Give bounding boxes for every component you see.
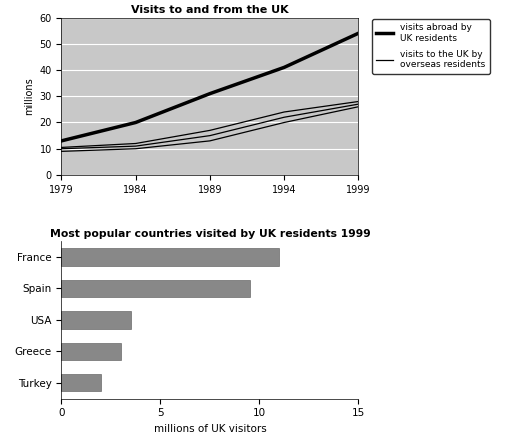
Bar <box>61 280 249 297</box>
Bar <box>61 343 121 360</box>
Bar <box>61 374 101 392</box>
Bar <box>61 311 131 328</box>
Bar <box>61 248 279 265</box>
X-axis label: millions of UK visitors: millions of UK visitors <box>154 424 266 434</box>
Title: Visits to and from the UK: Visits to and from the UK <box>131 5 289 15</box>
Title: Most popular countries visited by UK residents 1999: Most popular countries visited by UK res… <box>50 229 370 239</box>
Y-axis label: millions: millions <box>24 78 34 115</box>
Legend: visits abroad by
UK residents, visits to the UK by
overseas residents: visits abroad by UK residents, visits to… <box>372 19 489 74</box>
